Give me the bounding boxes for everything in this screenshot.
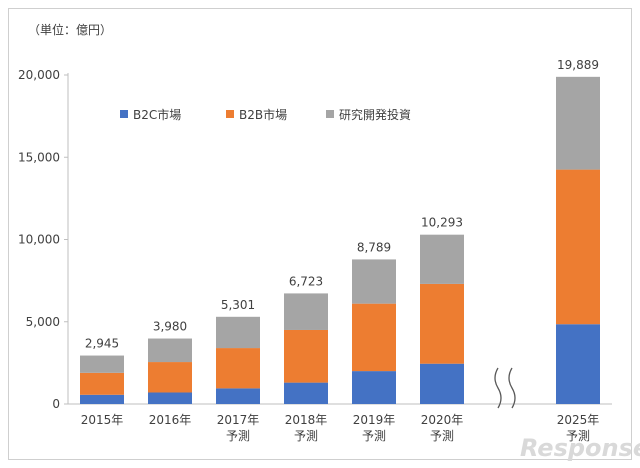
legend: B2C市場 B2B市場 研究開発投資 [120,107,411,122]
y-tick-label: 20,000 [18,68,60,82]
y-tick-label: 5,000 [26,315,60,329]
x-tick-label: 2016年 [149,413,192,427]
bar-segment-b2b [284,329,328,383]
legend-swatch-b2b [226,110,234,118]
bar-segment-rnd [284,293,328,330]
bar-segment-rnd [216,316,260,349]
bar-total-label: 3,980 [153,320,187,334]
total-labels: 2,945 3,980 5,301 6,723 8,789 10,293 19,889 [85,58,599,351]
bar-segment-rnd [556,76,600,170]
bar-total-label: 8,789 [357,240,391,254]
x-tick-label: 2015年 [81,413,124,427]
x-tick-label: 2017年 [217,413,260,427]
bar-total-label: 5,301 [221,298,255,312]
bar-segment-b2b [148,362,192,393]
bar-segment-b2c [284,382,328,404]
legend-label-rnd: 研究開発投資 [339,107,411,122]
x-tick-label: 予測 [294,429,318,443]
bar-segment-b2b [556,169,600,325]
bar-segment-rnd [352,259,396,304]
bar-total-label: 10,293 [421,216,463,230]
bars [80,76,600,404]
x-tick-label: 予測 [226,429,250,443]
unit-label: （単位：億円） [28,22,112,37]
bar-segment-rnd [148,338,192,363]
bar-segment-b2c [420,363,464,404]
y-tick-label: 0 [52,397,60,411]
bar-segment-b2c [80,394,124,404]
x-tick-label: 2019年 [353,413,396,427]
bar-segment-b2c [216,388,260,404]
bar-segment-b2c [556,324,600,404]
legend-swatch-b2c [120,110,128,118]
y-tick-label: 10,000 [18,233,60,247]
legend-label-b2c: B2C市場 [133,107,181,122]
bar-segment-b2b [216,348,260,389]
legend-swatch-rnd [326,110,334,118]
bar-total-label: 19,889 [557,58,599,72]
bar-segment-rnd [80,355,124,373]
bar-total-label: 6,723 [289,274,323,288]
response-watermark: Response. [520,434,640,462]
x-tick-label: 予測 [362,429,386,443]
x-tick-label: 予測 [430,429,454,443]
bar-segment-b2b [80,372,124,395]
bar-segment-b2b [352,303,396,372]
bar-segment-b2c [148,392,192,404]
x-tick-label: 2018年 [285,413,328,427]
axis-break-mark [494,367,516,409]
x-tick-label: 予測 [566,429,590,443]
bar-total-label: 2,945 [85,337,119,351]
x-tick-label: 2020年 [421,413,464,427]
bar-segment-rnd [420,234,464,284]
y-tick-label: 15,000 [18,150,60,164]
legend-label-b2b: B2B市場 [239,107,287,122]
bar-segment-b2b [420,283,464,364]
x-tick-label: 2025年 [557,413,600,427]
bar-segment-b2c [352,371,396,404]
